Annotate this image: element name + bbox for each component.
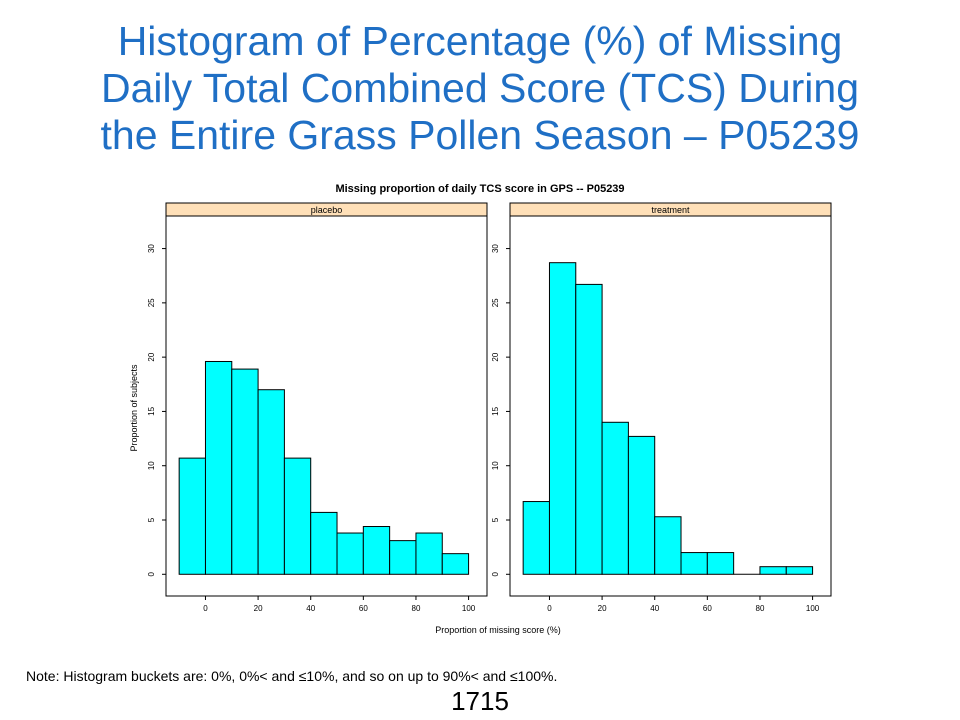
histogram-bar	[231, 368, 259, 575]
y-axis-label: Proportion of subjects	[129, 364, 139, 452]
chart-title: Missing proportion of daily TCS score in…	[335, 183, 624, 195]
title-line-3: the Entire Grass Pollen Season – P05239	[100, 112, 860, 158]
x-tick-label: 40	[306, 604, 315, 613]
y-tick-label: 5	[491, 517, 500, 522]
x-tick-label: 0	[203, 604, 208, 613]
histogram-bar	[575, 283, 603, 575]
x-tick-label: 20	[254, 604, 263, 613]
histogram-bar	[522, 501, 550, 575]
histogram-bar	[415, 532, 443, 575]
x-tick-label: 100	[806, 604, 820, 613]
histogram-bar	[310, 511, 338, 575]
x-tick-label: 20	[598, 604, 607, 613]
page-number: 1715	[451, 686, 509, 716]
y-tick-label: 5	[147, 517, 156, 522]
slide-title: Histogram of Percentage (%) of Missing D…	[0, 18, 960, 159]
x-axis-label: Proportion of missing score (%)	[435, 625, 561, 635]
panel-placebo: placebo 0 5 10 15 20 25 30 0 20 40 60 80 100	[147, 202, 488, 613]
histogram-bar	[759, 566, 787, 575]
x-tick-label: 0	[547, 604, 552, 613]
title-line-2: Daily Total Combined Score (TCS) During	[100, 65, 860, 111]
histogram-bar	[441, 553, 470, 575]
plot-frame-placebo	[165, 215, 488, 597]
histogram-bar	[257, 389, 285, 575]
y-tick-label: 30	[147, 244, 156, 253]
y-tick-label: 10	[491, 461, 500, 470]
x-tick-label: 40	[650, 604, 659, 613]
title-line-1: Histogram of Percentage (%) of Missing	[117, 18, 843, 64]
histogram-bar	[654, 516, 682, 575]
y-tick-label: 20	[147, 352, 156, 361]
y-tick-label: 0	[491, 572, 500, 577]
x-tick-label: 80	[756, 604, 765, 613]
y-tick-label: 0	[147, 572, 156, 577]
histogram-bar	[627, 435, 656, 575]
histogram-bar	[601, 421, 629, 575]
histogram-bar	[336, 532, 364, 575]
histogram-bar	[204, 360, 233, 575]
y-tick-label: 15	[491, 406, 500, 415]
histogram-bar	[283, 457, 312, 575]
y-tick-label: 25	[491, 298, 500, 307]
y-tick-label: 30	[491, 244, 500, 253]
plot-frame-treatment	[509, 215, 832, 597]
histogram-bar	[785, 566, 814, 575]
strip-label-placebo: placebo	[311, 205, 343, 215]
histogram-bar	[389, 540, 417, 575]
y-tick-label: 10	[147, 461, 156, 470]
histogram-bar	[548, 262, 577, 575]
x-tick-label: 80	[412, 604, 421, 613]
panel-treatment: treatment 0 5 10 15 20 25 30 0 20 40 60 80 100	[491, 202, 832, 613]
histogram-bar	[680, 552, 708, 575]
x-tick-label: 60	[703, 604, 712, 613]
footnote: Note: Histogram buckets are: 0%, 0%< and…	[26, 668, 558, 684]
y-tick-label: 25	[147, 298, 156, 307]
histogram-bar	[362, 526, 391, 575]
strip-label-treatment: treatment	[651, 205, 690, 215]
histogram-bar	[178, 457, 206, 575]
x-tick-label: 60	[359, 604, 368, 613]
y-tick-label: 15	[147, 406, 156, 415]
x-tick-label: 100	[462, 604, 476, 613]
histogram-bar	[706, 552, 735, 575]
y-tick-label: 20	[491, 352, 500, 361]
